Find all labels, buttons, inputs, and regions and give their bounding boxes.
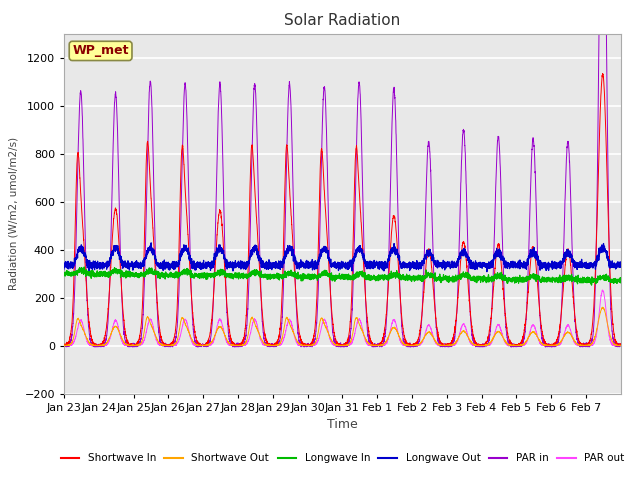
Y-axis label: Radiation (W/m2, umol/m2/s): Radiation (W/m2, umol/m2/s)	[9, 137, 19, 290]
Title: Solar Radiation: Solar Radiation	[284, 13, 401, 28]
Legend: Shortwave In, Shortwave Out, Longwave In, Longwave Out, PAR in, PAR out: Shortwave In, Shortwave Out, Longwave In…	[56, 449, 628, 468]
X-axis label: Time: Time	[327, 418, 358, 431]
Text: WP_met: WP_met	[72, 44, 129, 58]
